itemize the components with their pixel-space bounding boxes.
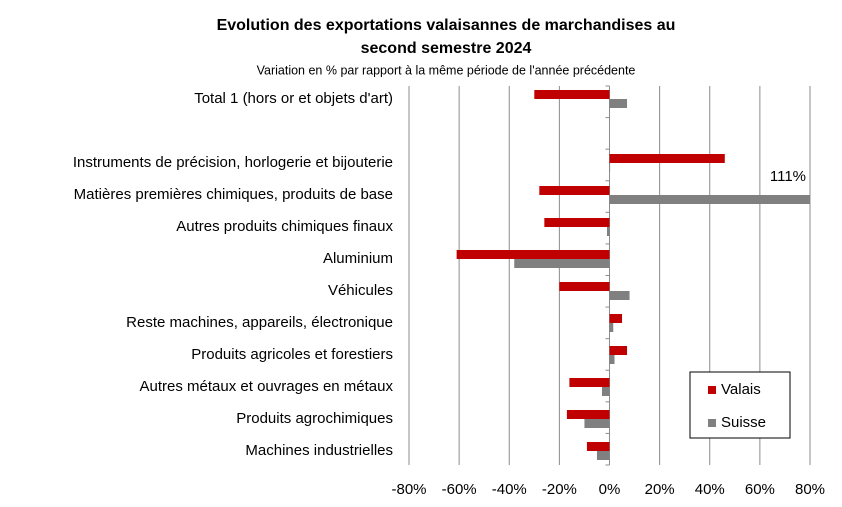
- y-tick-label: Instruments de précision, horlogerie et …: [73, 154, 393, 171]
- bar: [601, 387, 610, 396]
- bar: [534, 90, 610, 99]
- y-tick-label: Produits agrochimiques: [236, 410, 393, 427]
- bar: [609, 346, 628, 355]
- x-tick-label: 60%: [745, 481, 775, 498]
- bar: [609, 323, 614, 332]
- x-tick-label: -80%: [391, 481, 426, 498]
- bar: [514, 259, 610, 268]
- bar: [596, 451, 610, 460]
- bar: [609, 314, 623, 323]
- x-tick-label: -40%: [492, 481, 527, 498]
- legend-swatch: [708, 386, 716, 394]
- x-tick-label: 0%: [599, 481, 621, 498]
- y-tick-label: Autres métaux et ouvrages en métaux: [140, 378, 394, 395]
- x-tick-label: 40%: [695, 481, 725, 498]
- bar: [609, 291, 630, 300]
- data-label: 111%: [770, 168, 806, 185]
- chart-subtitle: Variation en % par rapport à la même pér…: [257, 63, 636, 77]
- x-tick-label: 80%: [795, 481, 825, 498]
- y-tick-label: Autres produits chimiques finaux: [176, 218, 393, 235]
- legend-box: [689, 371, 791, 439]
- bar: [539, 186, 610, 195]
- chart-title: Evolution des exportations valaisannes d…: [217, 17, 676, 34]
- y-tick-label: Produits agricoles et forestiers: [191, 346, 393, 363]
- bar: [609, 355, 615, 364]
- chart-title: second semestre 2024: [361, 40, 532, 57]
- legend: Valais Suisse: [689, 371, 791, 439]
- y-tick-label: Véhicules: [328, 282, 393, 299]
- y-tick-label: Total 1 (hors or et objets d'art): [194, 90, 393, 107]
- bar: [569, 378, 610, 387]
- x-tick-label: -60%: [442, 481, 477, 498]
- bar: [609, 154, 725, 163]
- y-tick-label: Aluminium: [323, 250, 393, 267]
- legend-label: Suisse: [721, 414, 766, 431]
- bar: [566, 410, 610, 419]
- x-tick-label: -20%: [542, 481, 577, 498]
- legend-label: Valais: [721, 381, 761, 398]
- bar: [609, 163, 611, 172]
- bar: [586, 442, 610, 451]
- y-tick-label: Reste machines, appareils, électronique: [126, 314, 393, 331]
- bar: [584, 419, 610, 428]
- x-tick-label: 20%: [645, 481, 675, 498]
- bar: [609, 195, 810, 204]
- y-tick-label: Machines industrielles: [245, 442, 393, 459]
- y-tick-label: Matières premières chimiques, produits d…: [74, 186, 393, 203]
- bar: [544, 218, 610, 227]
- bar: [456, 250, 610, 259]
- bar: [606, 227, 610, 236]
- bar: [559, 282, 610, 291]
- legend-swatch: [708, 419, 716, 427]
- bar: [609, 99, 628, 108]
